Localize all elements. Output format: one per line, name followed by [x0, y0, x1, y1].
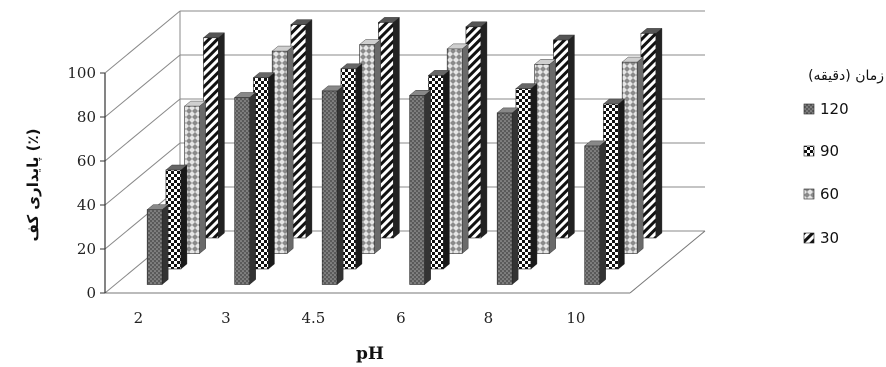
y-tick-label: 60 [77, 152, 96, 170]
bar-120-4.5 [322, 91, 337, 285]
y-axis-title: پایداری کف (٪) [24, 129, 43, 242]
bar-side-90-6 [443, 70, 449, 269]
bar-side-30-6 [481, 22, 487, 238]
bar-side-120-8 [512, 108, 518, 285]
bar-side-120-10 [600, 141, 606, 285]
y-tick-label: 40 [77, 196, 96, 214]
bar-120-6 [410, 95, 425, 284]
bar-120-8 [497, 113, 512, 285]
x-tick-label: 8 [484, 309, 494, 327]
bar-side-60-8 [550, 59, 556, 253]
bar-side-60-6 [462, 44, 468, 254]
bar-side-90-4.5 [356, 64, 362, 269]
bar-side-90-8 [531, 84, 537, 269]
legend-label-90: 90 [820, 142, 839, 160]
bar-side-90-3 [268, 73, 274, 269]
bar-side-90-10 [618, 99, 624, 269]
bar-side-60-4.5 [375, 39, 381, 253]
bar-side-60-3 [287, 46, 293, 253]
bar-120-2 [147, 210, 162, 285]
bar-side-60-10 [637, 57, 643, 253]
legend-label-120: 120 [820, 100, 849, 118]
legend-title: زمان (دقیقه) [808, 68, 884, 84]
x-tick-label: 2 [134, 309, 144, 327]
x-tick-label: 10 [566, 309, 585, 327]
bar-side-120-2 [162, 205, 168, 285]
y-tick-label: 100 [67, 64, 96, 82]
bar-120-3 [235, 97, 250, 284]
legend-swatch-90 [804, 146, 814, 156]
legend-label-60: 60 [820, 185, 839, 203]
legend: 120 90 60 30 [804, 100, 849, 247]
bar-side-120-6 [425, 90, 431, 284]
x-tick-label: 3 [221, 309, 231, 327]
bar-side-120-3 [250, 92, 256, 284]
bar-side-60-2 [200, 101, 206, 253]
x-tick-label: 6 [396, 309, 406, 327]
bars-layer [147, 17, 662, 284]
bar-side-30-4.5 [393, 17, 399, 238]
bar-side-120-4.5 [337, 86, 343, 285]
y-tick-label: 20 [77, 240, 96, 258]
y-tick-label: 80 [77, 108, 96, 126]
bar-side-30-10 [656, 28, 662, 238]
bar-side-30-3 [306, 20, 312, 238]
legend-label-30: 30 [820, 229, 839, 247]
legend-swatch-30 [804, 233, 814, 243]
bar-side-90-2 [181, 165, 187, 269]
bar-120-10 [585, 146, 600, 285]
x-tick-label: 4.5 [301, 309, 325, 327]
y-tick-label: 0 [86, 284, 96, 302]
x-axis-title: pH [356, 344, 384, 364]
legend-swatch-120 [804, 104, 814, 114]
bar-side-30-2 [218, 33, 224, 238]
legend-swatch-60 [804, 189, 814, 199]
bar-side-30-8 [568, 35, 574, 238]
